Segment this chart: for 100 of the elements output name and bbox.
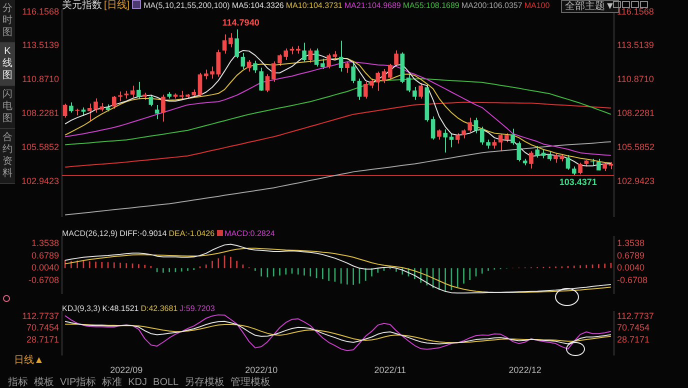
candlestick xyxy=(535,146,540,158)
candlestick xyxy=(118,90,122,102)
legend-label: MACD:0.2824 xyxy=(224,229,275,238)
candlestick xyxy=(345,60,350,74)
annotation: 114.7940 xyxy=(222,17,260,28)
candlestick xyxy=(271,60,276,82)
candlestick xyxy=(430,116,436,140)
candlestick xyxy=(69,102,74,114)
candlestick xyxy=(148,94,154,107)
candlestick xyxy=(112,95,116,110)
text: MA21:104.9689 xyxy=(344,1,401,10)
text: 管理模板 xyxy=(230,377,271,388)
candlestick xyxy=(363,81,368,100)
candlestick xyxy=(388,63,392,80)
candlestick xyxy=(216,49,221,78)
text: 闪电图 xyxy=(0,86,15,129)
text: MA200:106.0357 xyxy=(461,1,522,10)
chart-subtitle: [日线] xyxy=(104,0,130,11)
candlestick xyxy=(406,74,411,93)
text: VIP指标 xyxy=(60,377,96,388)
candlestick xyxy=(154,104,160,120)
text: 指标 xyxy=(8,377,28,388)
text: MA55:108.1689 xyxy=(402,1,460,10)
candlestick xyxy=(474,117,478,134)
candlestick xyxy=(498,134,503,152)
candlestick xyxy=(234,28,239,59)
candlestick xyxy=(161,94,166,122)
legend-title: KDJ(9,3,3) xyxy=(62,304,100,313)
candlestick xyxy=(326,53,331,69)
candlestick xyxy=(62,103,68,118)
candlestick xyxy=(136,81,141,100)
y-tick-label: 105.5852 xyxy=(21,142,59,152)
text: 标准 xyxy=(102,377,122,388)
candlestick xyxy=(394,50,398,67)
y-tick-label: 0.0040 xyxy=(31,262,59,273)
series-label: D:42.3681 xyxy=(140,304,178,313)
candlestick xyxy=(510,128,515,146)
x-tick-label: 2022/10 xyxy=(245,365,278,376)
candlestick xyxy=(418,82,423,100)
candlestick xyxy=(596,158,601,171)
x-tick-label: 2022/09 xyxy=(110,365,143,376)
text: 分时图 xyxy=(0,0,15,43)
y-tick-label: 112.7737 xyxy=(22,310,59,321)
text: 另存模板 xyxy=(184,377,225,388)
y2-tick-label: 0.6789 xyxy=(617,250,645,260)
y-tick-label: 113.5139 xyxy=(22,40,59,50)
y-tick-label: 116.1568 xyxy=(22,6,59,16)
candlestick xyxy=(449,132,454,148)
y2-tick-label: 1.3538 xyxy=(617,238,645,248)
y2-tick-label: -0.6708 xyxy=(617,274,648,285)
annotation: 全部主题▼ xyxy=(561,0,619,13)
candlestick xyxy=(382,68,386,84)
y2-tick-label: 108.2281 xyxy=(617,108,655,118)
candlestick xyxy=(228,32,233,48)
candlestick xyxy=(198,72,202,98)
candlestick xyxy=(308,48,313,64)
candlestick xyxy=(302,42,306,62)
candlestick xyxy=(338,40,344,72)
legend-title: MA(5,10,21,55,200,100) xyxy=(144,1,230,10)
candlestick xyxy=(578,162,582,175)
candlestick xyxy=(437,128,442,140)
candlestick xyxy=(253,60,258,74)
text: MA10:104.3731 xyxy=(286,1,342,10)
text: KDJ xyxy=(128,377,148,388)
text: MA100 xyxy=(524,1,550,10)
y2-tick-label: 102.9423 xyxy=(617,176,655,186)
candlestick xyxy=(351,62,356,84)
candlestick xyxy=(357,78,362,100)
y-tick-label: 70.7454 xyxy=(26,322,59,333)
candlestick xyxy=(529,150,534,169)
y-tick-label: 110.8710 xyxy=(22,74,59,84)
y2-tick-label: 110.8710 xyxy=(617,74,654,84)
candlestick xyxy=(87,103,92,122)
candlestick xyxy=(468,117,472,132)
candlestick xyxy=(246,60,252,72)
annotation: 103.4371 xyxy=(559,177,597,188)
y2-tick-label: 113.5139 xyxy=(617,40,654,50)
legend-title: MACD(26,12,9) xyxy=(62,229,118,238)
candlestick xyxy=(222,34,227,54)
y-tick-label: 108.2281 xyxy=(21,108,59,118)
text: DIFF:-0.9014 xyxy=(120,229,167,238)
x-tick-label: 2022/11 xyxy=(374,365,406,376)
candlestick xyxy=(320,58,325,70)
y-tick-label: 0.6789 xyxy=(31,250,59,260)
candlestick xyxy=(265,74,270,93)
y-tick-label: -0.6708 xyxy=(28,274,59,285)
y2-tick-label: 28.7171 xyxy=(617,334,650,345)
text: BOLL xyxy=(153,377,179,388)
candlestick xyxy=(516,141,522,162)
text: MA5:104.3326 xyxy=(232,1,284,10)
series-label: K:48.1521 xyxy=(102,304,139,313)
candlestick xyxy=(566,154,570,170)
text: 合约资料 xyxy=(0,129,15,184)
y2-tick-label: 105.5852 xyxy=(617,142,655,152)
y-tick-label: 1.3538 xyxy=(31,238,59,248)
y-tick-label: 28.7171 xyxy=(26,334,59,345)
candlestick xyxy=(259,67,264,92)
y2-tick-label: 116.1568 xyxy=(617,6,654,16)
series-label: DEA:-1.0426 xyxy=(168,229,215,238)
text: K线图 xyxy=(0,43,15,86)
